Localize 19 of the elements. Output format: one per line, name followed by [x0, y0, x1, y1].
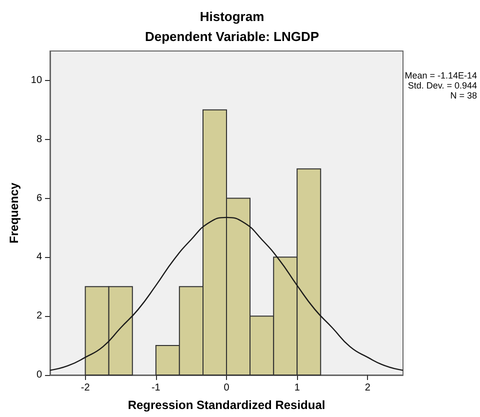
- y-tick-label: 10: [30, 74, 42, 86]
- y-tick-label: 0: [36, 370, 42, 380]
- text: N = 38: [450, 90, 478, 100]
- y-tick-label: 8: [36, 134, 42, 145]
- line-series: [49, 216, 404, 371]
- x-tick-label: 0: [224, 382, 230, 394]
- y-axis-title: Frequency: [7, 182, 21, 244]
- chart-subtitle: Dependent Variable: LNGDP: [144, 29, 320, 44]
- y-tick-label: 2: [36, 310, 42, 322]
- text: Std. Dev. = 0.944: [408, 80, 478, 90]
- chart-title: Histogram: [200, 9, 264, 24]
- x-tick-label: -2: [80, 382, 90, 394]
- x-tick-label: -1: [151, 382, 161, 394]
- x-axis-title: Regression Standardized Residual: [128, 398, 326, 412]
- y-tick-label: 6: [36, 192, 42, 204]
- x-tick-label: 1: [294, 382, 300, 394]
- y-tick-label: 4: [36, 252, 42, 263]
- text: Mean = -1.14E-14: [404, 70, 477, 80]
- x-tick-label: 2: [364, 382, 371, 394]
